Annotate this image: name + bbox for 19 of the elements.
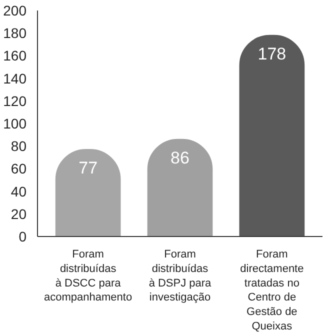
y-tick-label: 100 [3,116,27,132]
y-tick-label: 180 [3,25,27,42]
y-tick-label: 40 [10,183,27,200]
x-tick-label: Foram distribuídas à DSCC para acompanhamento [44,248,132,304]
y-tick-label: 0 [18,228,27,244]
y-tick-label: 120 [3,92,27,109]
y-tick-label: 20 [10,206,27,222]
y-tick-label: 60 [10,160,27,177]
y-tick-label: 160 [3,48,27,64]
data-label: 77 [78,158,98,178]
bar [147,138,213,236]
x-tick-label: Foram distribuídas à DSPJ para investigação [148,248,212,304]
x-tick-label: Foram directamente tratadas no Centro de Gestão de Queixas [240,248,304,332]
data-label: 178 [258,44,286,64]
data-label: 86 [170,148,190,168]
y-tick-label: 80 [10,138,27,154]
y-tick-label: 140 [3,70,27,86]
y-tick-label: 200 [3,2,27,18]
bar [239,34,305,236]
